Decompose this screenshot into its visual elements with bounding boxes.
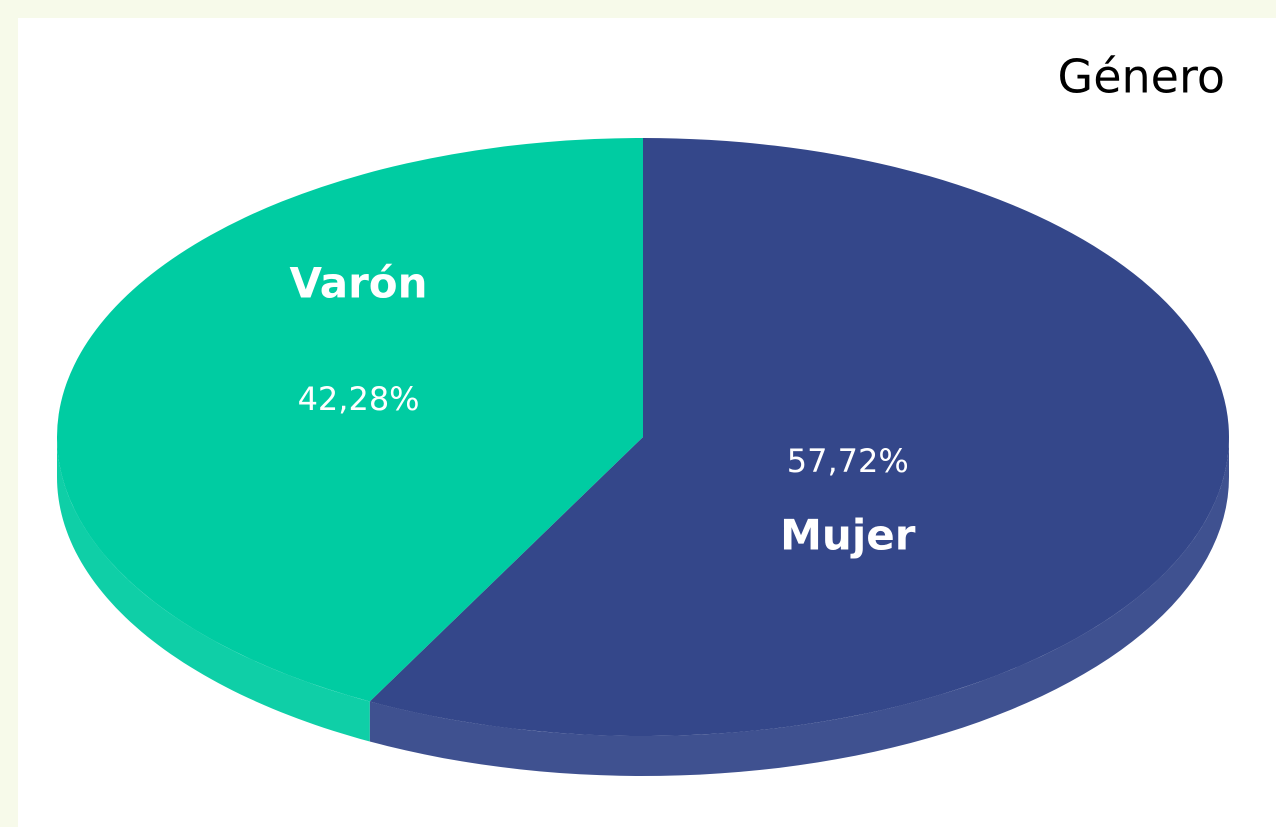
slice-side xyxy=(57,437,370,742)
slice-side xyxy=(369,437,1230,776)
slice xyxy=(369,138,1229,736)
slice-side-shade xyxy=(57,437,370,742)
chart-title: Género xyxy=(1058,50,1225,104)
value-label: 57,72% xyxy=(787,442,909,480)
slice-side-shade xyxy=(369,437,1230,776)
value-label: 42,28% xyxy=(298,380,420,418)
slice xyxy=(56,138,643,702)
category-label: Varón xyxy=(290,259,428,308)
category-label: Mujer xyxy=(780,510,916,559)
